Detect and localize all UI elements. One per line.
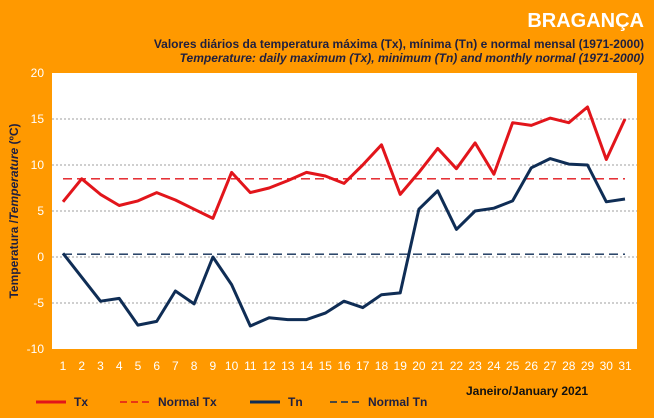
x-tick-label: 2 xyxy=(78,359,85,373)
y-tick-label: 5 xyxy=(37,204,44,218)
legend-label-tn: Tn xyxy=(288,395,303,409)
legend-label-normal-tx: Normal Tx xyxy=(158,395,217,409)
x-tick-label: 21 xyxy=(431,359,445,373)
x-tick-label: 22 xyxy=(450,359,464,373)
x-tick-label: 27 xyxy=(543,359,557,373)
chart-subtitle-portuguese: Valores diários da temperatura máxima (T… xyxy=(153,37,644,51)
x-tick-label: 17 xyxy=(356,359,370,373)
series-line-tx xyxy=(61,105,627,220)
x-tick-label: 23 xyxy=(468,359,482,373)
legend-swatch-tx xyxy=(36,400,66,404)
x-tick-label: 15 xyxy=(319,359,333,373)
month-label: Janeiro/January 2021 xyxy=(466,384,589,398)
legend-label-tx: Tx xyxy=(74,395,89,409)
y-axis-label-en: Temperature xyxy=(7,148,21,221)
x-tick-label: 9 xyxy=(210,359,217,373)
x-tick-label: 18 xyxy=(375,359,389,373)
y-tick-labels: -10 -5 0 5 10 15 20 xyxy=(27,66,45,356)
legend-label-normal-tn: Normal Tn xyxy=(368,395,428,409)
x-tick-label: 11 xyxy=(244,359,257,373)
y-axis-label: Temperatura /Temperature (ºC) xyxy=(7,123,21,298)
series-lines xyxy=(61,105,627,328)
x-tick-label: 4 xyxy=(116,359,123,373)
chart-subtitle-english: Temperature: daily maximum (Tx), minimum… xyxy=(179,51,644,65)
y-axis-label-pt: Temperatura / xyxy=(7,219,21,298)
grid-lines xyxy=(52,118,637,304)
x-tick-label: 16 xyxy=(337,359,351,373)
y-axis-label-unit: (ºC) xyxy=(7,123,21,147)
x-tick-label: 10 xyxy=(225,359,239,373)
chart-title: BRAGANÇA xyxy=(527,10,644,32)
x-tick-label: 14 xyxy=(300,359,314,373)
y-tick-label: -5 xyxy=(33,296,44,310)
x-tick-label: 31 xyxy=(618,359,632,373)
x-tick-label: 20 xyxy=(412,359,426,373)
x-tick-label: 7 xyxy=(172,359,179,373)
x-tick-label: 6 xyxy=(153,359,160,373)
series-line-tn xyxy=(61,157,626,328)
x-tick-label: 30 xyxy=(600,359,614,373)
x-tick-label: 24 xyxy=(487,359,501,373)
x-tick-label: 25 xyxy=(506,359,520,373)
x-tick-label: 5 xyxy=(135,359,142,373)
x-tick-label: 29 xyxy=(581,359,595,373)
y-tick-label: 10 xyxy=(31,158,45,172)
legend-swatch-normal-tn xyxy=(330,401,360,403)
legend-swatch-normal-tx xyxy=(120,401,150,403)
x-tick-label: 19 xyxy=(394,359,408,373)
x-tick-labels: 1 2 3 4 5 6 7 8 9 10 11 12 13 14 15 16 17 18 19 20 21 22 23 24 2… xyxy=(60,359,632,373)
y-tick-label: 15 xyxy=(31,112,45,126)
x-tick-label: 13 xyxy=(281,359,295,373)
legend-swatch-tn xyxy=(250,400,280,404)
y-tick-label: 0 xyxy=(37,250,44,264)
x-tick-label: 28 xyxy=(562,359,576,373)
x-tick-label: 3 xyxy=(97,359,104,373)
x-tick-label: 12 xyxy=(262,359,276,373)
x-tick-label: 26 xyxy=(525,359,539,373)
y-tick-label: 20 xyxy=(31,66,45,80)
y-tick-label: -10 xyxy=(27,342,45,356)
x-tick-label: 8 xyxy=(191,359,198,373)
x-tick-label: 1 xyxy=(60,359,67,373)
